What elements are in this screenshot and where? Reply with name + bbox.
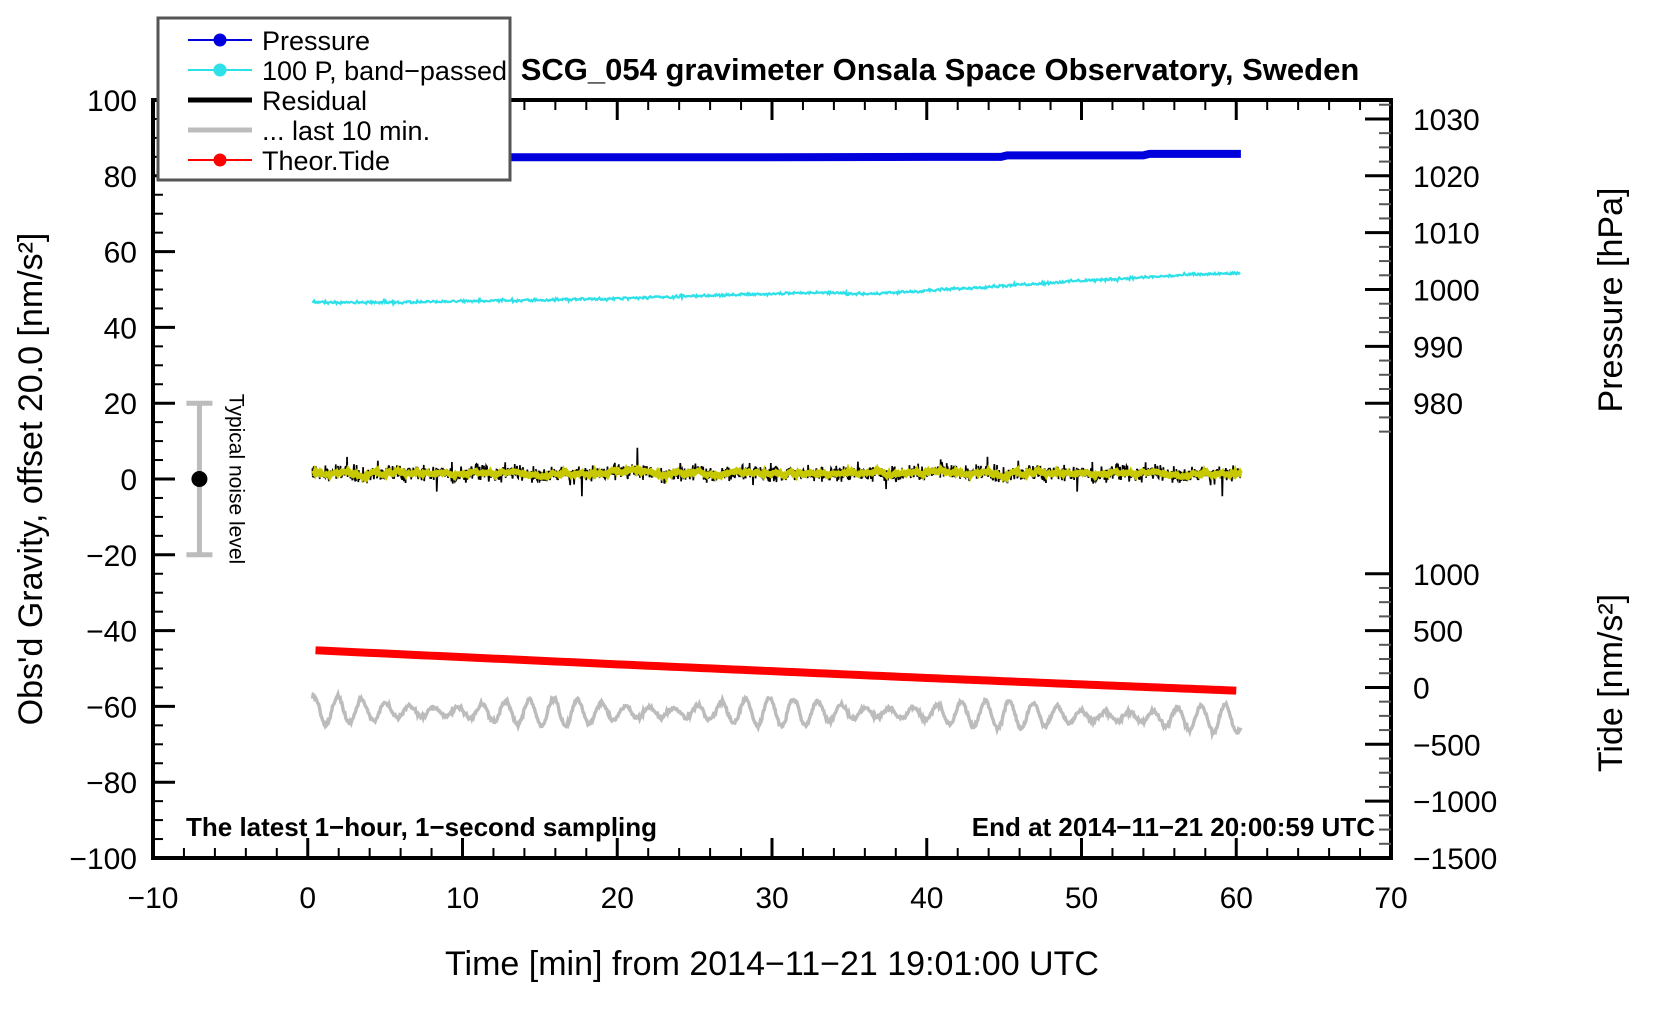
tide-tick-label: 1000 (1413, 559, 1480, 592)
x-tick-label: 30 (755, 882, 788, 915)
pressure-axis-title: Pressure [hPa] (1592, 188, 1630, 413)
pressure-trace (508, 149, 1241, 162)
pressure-tick-label: 1020 (1413, 161, 1480, 194)
y-tick-label: −20 (86, 540, 137, 573)
legend-label: Pressure (262, 26, 370, 56)
legend-entry-last-10-min[interactable]: ... last 10 min. (188, 116, 430, 146)
pressure-tick-label: 990 (1413, 331, 1463, 364)
legend-entry-100-p-band-passed[interactable]: 100 P, band−passed (188, 56, 507, 86)
tide-axis-ticks: −1500 −1000 −500 0 500 1000 (1365, 559, 1497, 876)
tide-tick-label: 500 (1413, 616, 1463, 649)
sampling-note: The latest 1−hour, 1−second sampling (186, 812, 657, 842)
pressure-tick-label: 980 (1413, 388, 1463, 421)
y-tick-label: −100 (69, 843, 137, 876)
end-time-note: End at 2014−11−21 20:00:59 UTC (972, 812, 1375, 842)
y-axis-ticks: −100 −80 −60 −40 −20 0 20 40 60 80 100 (69, 85, 175, 876)
legend-swatch-marker (213, 63, 227, 77)
y-axis-title: Obs'd Gravity, offset 20.0 [nm/s²] (12, 233, 50, 726)
pressure-tick-label: 1010 (1413, 218, 1480, 251)
page-title: SCG_054 gravimeter Onsala Space Observat… (521, 52, 1360, 87)
legend-swatch-marker (213, 153, 227, 167)
tide-tick-label: 0 (1413, 672, 1430, 705)
legend-entry-theor-tide[interactable]: Theor.Tide (188, 146, 390, 176)
pressure-tick-label: 1030 (1413, 104, 1480, 137)
y-tick-label: −40 (86, 616, 137, 649)
legend-label: Residual (262, 86, 367, 116)
x-tick-label: −10 (128, 882, 179, 915)
legend-swatch-marker (213, 33, 227, 47)
y-tick-label: 60 (104, 237, 137, 270)
x-tick-label: 50 (1065, 882, 1098, 915)
legend-label: ... last 10 min. (262, 116, 430, 146)
tide-tick-label: −500 (1413, 729, 1481, 762)
noise-bar-label: Typical noise level (224, 394, 247, 564)
tide-tick-label: −1000 (1413, 786, 1497, 819)
pressure-tick-label: 1000 (1413, 275, 1480, 308)
x-axis-title: Time [min] from 2014−11−21 19:01:00 UTC (445, 945, 1099, 983)
last-10-min-trace (310, 688, 1243, 741)
x-tick-label: 60 (1220, 882, 1253, 915)
theoretical-tide-trace (315, 646, 1237, 695)
y-tick-label: −80 (86, 767, 137, 800)
tide-axis-title: Tide [nm/s²] (1592, 594, 1630, 772)
y-tick-label: 100 (87, 85, 137, 118)
y-tick-label: 40 (104, 312, 137, 345)
y-tick-label: 20 (104, 388, 137, 421)
pressure-axis-ticks: 980 990 1000 1010 1020 1030 (1365, 103, 1480, 433)
x-tick-label: 70 (1374, 882, 1407, 915)
data-traces (310, 149, 1243, 741)
residual-smoothed-trace (311, 463, 1243, 484)
band-passed-trace (311, 270, 1241, 308)
noise-bar-center-dot (191, 471, 208, 487)
y-tick-label: 80 (104, 161, 137, 194)
typical-noise-level-indicator: Typical noise level (186, 394, 247, 564)
x-tick-label: 20 (601, 882, 634, 915)
legend-label: 100 P, band−passed (262, 56, 507, 86)
x-tick-label: 10 (446, 882, 479, 915)
legend-entry-pressure[interactable]: Pressure (188, 26, 370, 56)
y-tick-label: −60 (86, 691, 137, 724)
x-tick-label: 40 (910, 882, 943, 915)
legend-entry-residual[interactable]: Residual (188, 86, 367, 116)
legend-label: Theor.Tide (262, 146, 390, 176)
y-tick-label: 0 (120, 464, 137, 497)
x-tick-label: 0 (299, 882, 316, 915)
x-axis-ticks: −10 0 10 20 30 40 50 60 70 (128, 100, 1408, 915)
tide-tick-label: −1500 (1413, 843, 1497, 876)
